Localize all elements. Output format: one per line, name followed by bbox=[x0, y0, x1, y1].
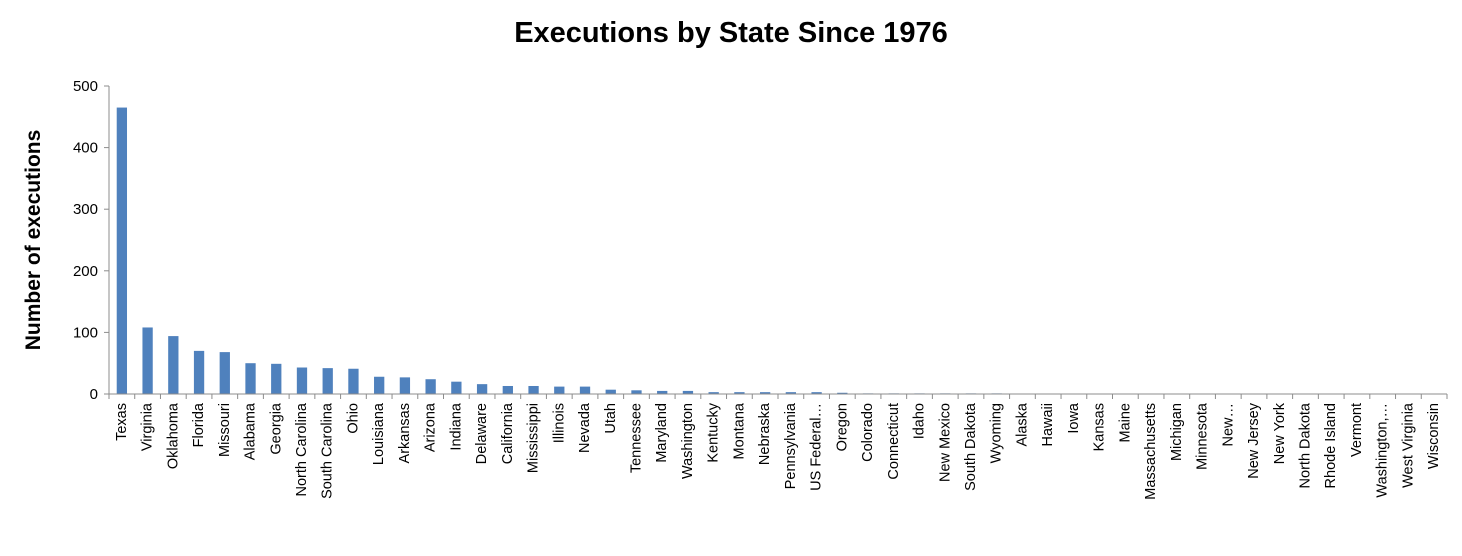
category-label-35: Alaska bbox=[1014, 402, 1030, 446]
bar-19 bbox=[605, 389, 616, 394]
category-label-24: Montana bbox=[731, 402, 747, 459]
y-tick-label: 500 bbox=[73, 78, 98, 95]
category-label-32: New Mexico bbox=[937, 403, 953, 482]
category-label-27: US Federal… bbox=[809, 403, 825, 491]
category-label-25: Nebraska bbox=[757, 402, 773, 465]
category-label-18: Nevada bbox=[577, 402, 593, 453]
category-label-46: North Dakota bbox=[1297, 402, 1313, 488]
bar-9 bbox=[348, 368, 359, 394]
category-label-37: Iowa bbox=[1066, 402, 1082, 434]
category-label-36: Hawaii bbox=[1040, 403, 1056, 447]
category-label-15: California bbox=[500, 402, 516, 464]
category-label-28: Oregon bbox=[834, 403, 850, 451]
bar-1 bbox=[142, 327, 153, 394]
bar-27 bbox=[811, 392, 822, 394]
category-label-21: Maryland bbox=[654, 403, 670, 463]
category-label-5: Alabama bbox=[243, 402, 259, 460]
bar-0 bbox=[116, 107, 128, 394]
bar-22 bbox=[682, 390, 694, 394]
category-label-51: Wisconsin bbox=[1426, 403, 1442, 469]
category-label-17: Illinois bbox=[551, 403, 567, 443]
category-label-43: New… bbox=[1220, 403, 1236, 447]
category-label-34: Wyoming bbox=[989, 403, 1005, 463]
bar-2 bbox=[168, 336, 179, 394]
category-label-33: South Dakota bbox=[963, 402, 979, 491]
y-tick-label: 400 bbox=[73, 140, 98, 157]
category-label-26: Pennsylvania bbox=[783, 402, 799, 489]
bar-7 bbox=[296, 367, 308, 394]
y-axis-label: Number of executions bbox=[22, 130, 45, 351]
category-label-45: New York bbox=[1272, 402, 1288, 464]
category-label-48: Vermont bbox=[1349, 403, 1365, 457]
bar-14 bbox=[476, 384, 488, 394]
category-label-4: Missouri bbox=[217, 403, 233, 457]
plot-area: 0 100 200 300 400 500 Texas Virginia Oklahoma Flo… bbox=[73, 78, 1448, 500]
bar-5 bbox=[245, 363, 256, 394]
category-label-23: Kentucky bbox=[706, 402, 722, 462]
category-label-50: West Virginia bbox=[1400, 402, 1416, 488]
bar-18 bbox=[579, 386, 591, 394]
bar-4 bbox=[219, 352, 230, 394]
category-label-16: Mississippi bbox=[526, 403, 542, 473]
category-label-22: Washington bbox=[680, 403, 696, 479]
y-tick-label: 300 bbox=[73, 201, 98, 218]
category-label-14: Delaware bbox=[474, 403, 490, 464]
bar-17 bbox=[554, 386, 565, 394]
bar-24 bbox=[734, 392, 745, 394]
bar-20 bbox=[631, 390, 642, 394]
category-label-49: Washington,… bbox=[1375, 403, 1391, 498]
category-label-31: Idaho bbox=[912, 403, 928, 439]
category-label-40: Massachusetts bbox=[1143, 403, 1159, 500]
category-label-39: Maine bbox=[1117, 403, 1133, 443]
category-label-29: Colorado bbox=[860, 403, 876, 462]
category-label-38: Kansas bbox=[1092, 403, 1108, 451]
category-label-44: New Jersey bbox=[1246, 402, 1262, 478]
category-label-41: Michigan bbox=[1169, 403, 1185, 461]
bar-26 bbox=[785, 392, 797, 394]
category-label-42: Minnesota bbox=[1195, 402, 1211, 470]
category-label-20: Tennessee bbox=[628, 403, 644, 473]
y-tick-label: 0 bbox=[90, 386, 98, 403]
bar-3 bbox=[193, 350, 205, 394]
y-tick-label: 100 bbox=[73, 324, 98, 341]
bar-16 bbox=[528, 385, 539, 394]
chart-title: Executions by State Since 1976 bbox=[514, 17, 948, 49]
category-label-7: North Carolina bbox=[294, 402, 310, 496]
bar-8 bbox=[322, 368, 333, 394]
bar-13 bbox=[451, 381, 462, 394]
category-label-13: Indiana bbox=[448, 402, 464, 451]
category-label-3: Florida bbox=[191, 402, 207, 447]
category-label-6: Georgia bbox=[268, 402, 284, 455]
bar-21 bbox=[657, 390, 668, 394]
category-label-11: Arkansas bbox=[397, 403, 413, 463]
category-label-8: South Carolina bbox=[320, 402, 336, 499]
bar-28 bbox=[837, 392, 848, 394]
bar-23 bbox=[708, 392, 719, 394]
bar-10 bbox=[374, 376, 385, 394]
category-label-10: Louisiana bbox=[371, 402, 387, 465]
category-label-1: Virginia bbox=[140, 402, 156, 451]
category-label-19: Utah bbox=[603, 403, 619, 434]
y-tick-label: 200 bbox=[73, 263, 98, 280]
category-label-9: Ohio bbox=[345, 403, 361, 434]
category-label-30: Connecticut bbox=[886, 403, 902, 480]
category-label-47: Rhode Island bbox=[1323, 403, 1339, 488]
bar-15 bbox=[502, 385, 513, 394]
bar-25 bbox=[759, 392, 771, 394]
bar-12 bbox=[425, 379, 436, 394]
category-label-12: Arizona bbox=[423, 402, 439, 452]
category-label-0: Texas bbox=[114, 403, 130, 441]
bar-11 bbox=[399, 377, 411, 394]
bar-6 bbox=[271, 363, 282, 394]
category-label-2: Oklahoma bbox=[165, 402, 181, 469]
